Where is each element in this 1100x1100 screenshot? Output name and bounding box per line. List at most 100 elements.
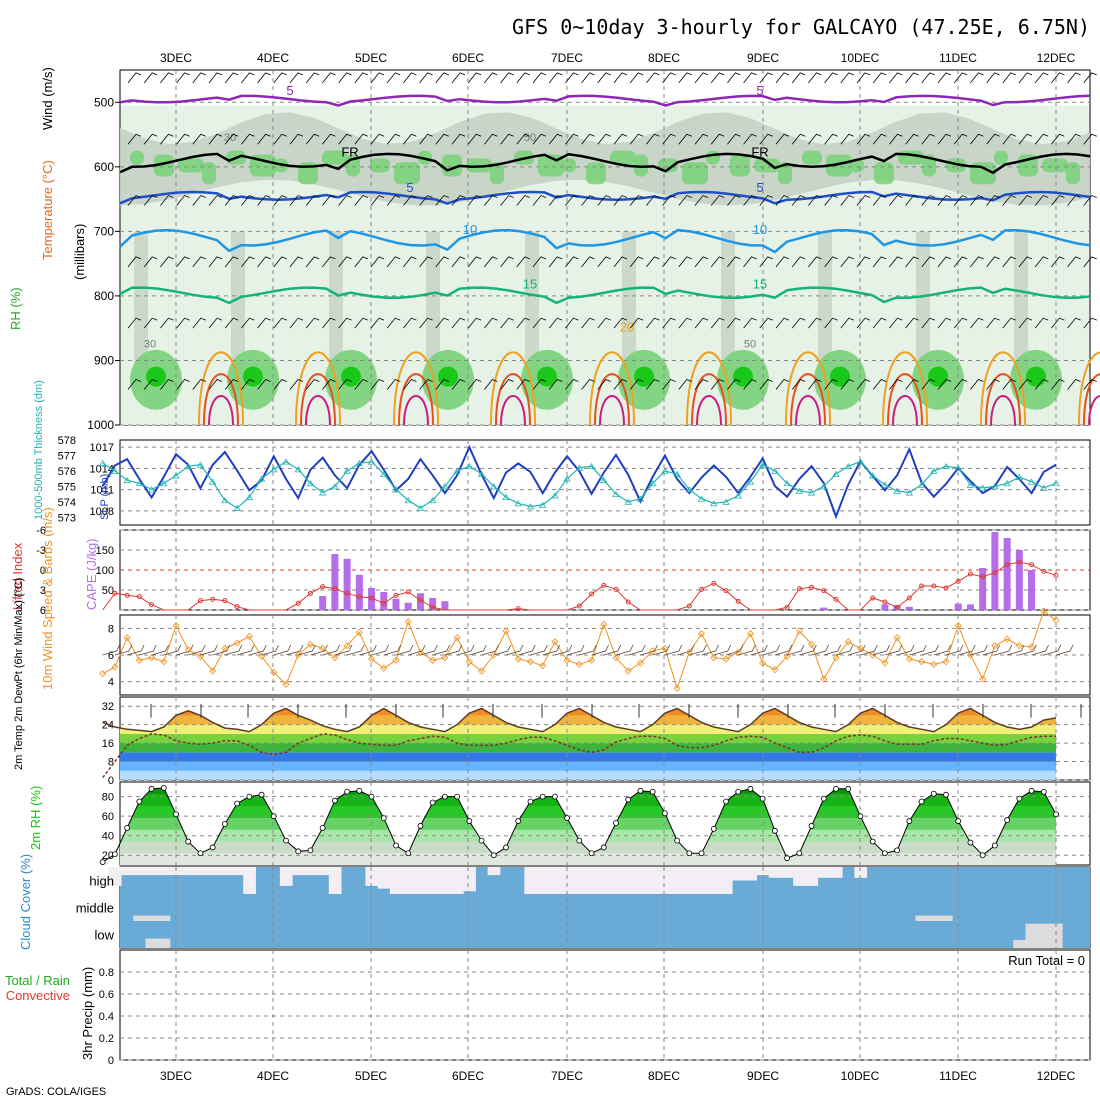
rh-marker [967,839,974,846]
wind-speed-marker [282,680,290,688]
wind-barb [775,195,790,206]
rh-low-core [733,366,753,387]
rh-marker [625,796,632,803]
li-marker [809,584,815,590]
thickness-marker [514,500,522,507]
wind-barb-10m [481,644,499,656]
wind-barb [646,195,660,206]
thickness-marker [673,470,681,477]
wind-barb [273,195,287,206]
thickness-marker [147,486,156,493]
wind-barb [856,72,871,84]
wind-speed-marker [514,655,522,663]
rh-green-blob [178,158,204,173]
wind-barb-10m [713,644,732,656]
rh-marker [417,823,424,829]
cloud-clear-high [768,867,782,878]
rh-marker [246,793,253,800]
thickness-marker [270,466,278,473]
wind-speed-marker [612,654,620,662]
thickness-marker [441,483,449,490]
isotherm-arch [990,395,1016,426]
wind-barb [305,379,320,390]
wind-barb-10m [249,644,267,656]
rh-marker [539,793,546,800]
thickness-marker [978,484,987,491]
wind-speed-marker [991,642,999,650]
y-tick-label-temp: 8 [108,757,114,769]
wind-barb [305,133,320,145]
lifted-index-line [102,561,1057,611]
wind-barb-10m [285,644,304,656]
rh-green-blob [154,154,174,177]
wind-barb [451,317,466,329]
y-tick-label-wind: 8 [108,623,114,635]
cloud-clear-high [231,867,244,876]
wind-barb [889,379,903,390]
wind-barb [160,317,174,329]
wind-barb [759,133,773,145]
y-tick-label-precip: 0.4 [99,1011,114,1023]
wind-barb [743,133,757,145]
rh-marker [380,815,387,822]
wind-barb-10m [347,644,365,656]
rh-marker [857,813,864,820]
wind-barb [1034,72,1049,84]
li-marker [124,592,130,598]
wind-barb [516,256,530,268]
wind-barb [824,379,838,390]
isotherm-arch [892,395,918,426]
wind-barb [921,133,935,145]
li-marker [589,591,595,597]
thickness-marker [1052,479,1060,487]
cloud-clear-high [719,867,733,894]
li-marker [112,590,118,596]
wind-barb-10m [1043,644,1062,656]
y-tick-label-temp: 0 [108,775,114,787]
thickness-marker [868,472,877,479]
wind-barb [241,317,255,329]
rh-marker [833,785,839,792]
cloud-clear-high [157,867,171,876]
rh-marker [454,793,461,800]
rh-marker [173,811,179,818]
thickness-marker [587,462,596,470]
isotherm-arch [589,351,635,426]
rh-marker [270,813,277,820]
rh-marker [600,844,607,851]
wind-barb [775,379,790,390]
thickness-marker [795,487,804,494]
wind-barb [872,133,887,145]
wind-barb-10m [1007,644,1025,656]
wind-barb [127,256,142,268]
wind-speed-marker [881,659,889,667]
isotherm-arch [785,351,831,426]
wind-barb [354,195,368,206]
wind-barb [484,72,498,84]
cape-bar [905,606,913,610]
rh-green-blob [490,162,504,185]
wind-barb [662,256,676,268]
thickness-marker [746,478,755,485]
wind-barb-10m [457,644,475,656]
wind-barb [127,72,142,84]
rh-column [329,231,343,393]
wind-barb [1002,256,1016,268]
wind-speed-marker [649,647,657,655]
y-tick-label-wind: 4 [108,677,114,689]
temp-band [120,752,1056,762]
wind-barb [597,133,611,145]
y-axis-label-precip: 3hr Precip (mm) [80,967,95,1060]
wind-barb [613,72,628,84]
wind-barb [1051,133,1065,145]
thickness-marker [905,489,914,496]
rh-marker [503,844,509,851]
thickness-marker [685,486,694,493]
wind-barb [451,256,466,268]
wind-barb [435,133,449,145]
wind-barb-10m [958,644,976,656]
isotherm-label: 5 [286,83,293,98]
wind-barb [1051,256,1065,268]
wind-speed-marker [465,658,473,666]
cape-bar [441,601,449,610]
